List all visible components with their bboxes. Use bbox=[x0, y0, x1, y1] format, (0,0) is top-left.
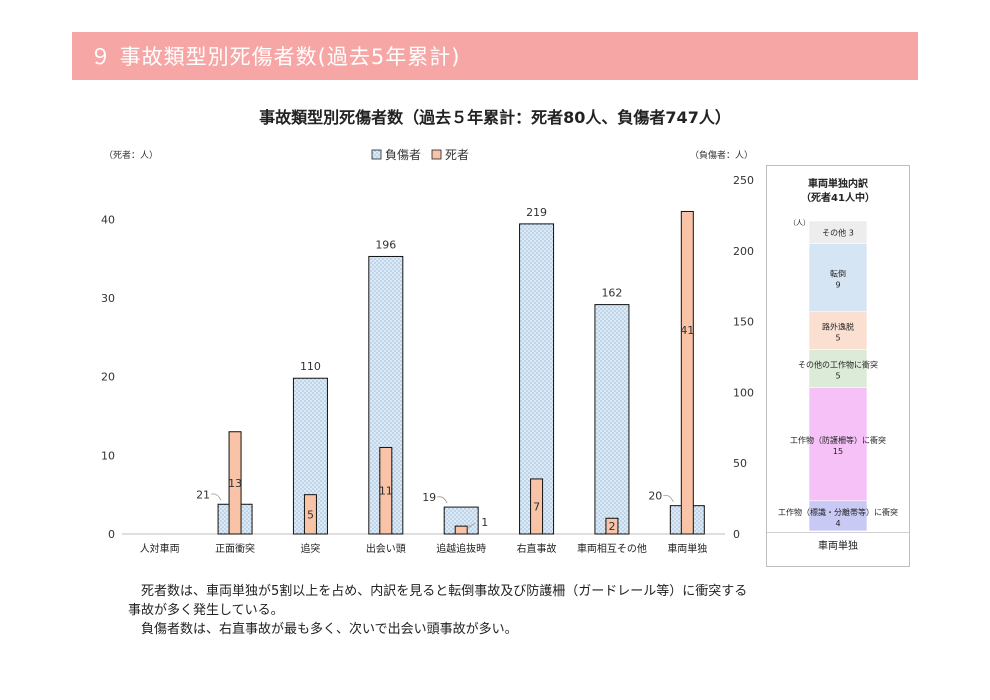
injured-value-label: 21 bbox=[196, 488, 210, 501]
deaths-bar bbox=[303, 494, 317, 535]
breakdown-title-line2: （死者41人中） bbox=[801, 193, 875, 204]
injured-value-label: 110 bbox=[300, 360, 321, 373]
breakdown-segment bbox=[808, 387, 868, 502]
breakdown-segment-value: 4 bbox=[835, 519, 840, 528]
deaths-value-label: 5 bbox=[307, 508, 314, 521]
description-line2: 事故が多く発生している。 bbox=[128, 603, 284, 618]
breakdown-segment bbox=[808, 349, 868, 388]
breakdown-segment-value: 5 bbox=[835, 371, 840, 380]
breakdown-segment bbox=[808, 311, 868, 350]
section-banner: ９ 事故類型別死傷者数(過去5年累計) bbox=[72, 32, 918, 80]
injured-leader-line bbox=[663, 494, 674, 502]
left-axis-unit: （死者：人） bbox=[104, 150, 158, 161]
right-tick-label: 0 bbox=[733, 528, 740, 541]
category-label: 右直事故 bbox=[517, 542, 557, 555]
deaths-bar bbox=[454, 525, 468, 535]
breakdown-segment bbox=[808, 220, 868, 244]
injured-value-label: 162 bbox=[601, 287, 622, 300]
deaths-value-label: 2 bbox=[608, 520, 615, 533]
right-axis-unit: （負傷者：人） bbox=[690, 149, 753, 161]
category-label: 追突 bbox=[300, 542, 320, 555]
legend-swatch-injured bbox=[371, 149, 382, 160]
deaths-bar bbox=[680, 210, 694, 535]
deaths-value-label: 41 bbox=[680, 324, 694, 337]
breakdown-unit: （人） bbox=[789, 219, 810, 227]
category-label: 追越追抜時 bbox=[436, 542, 486, 555]
category-label: 正面衝突 bbox=[215, 542, 255, 555]
right-tick-label: 250 bbox=[733, 174, 754, 187]
legend-label-deaths: 死者 bbox=[445, 148, 469, 162]
breakdown-segment-label: その他 3 bbox=[822, 227, 854, 237]
left-tick-label: 20 bbox=[101, 371, 115, 384]
category-label: 車両単独 bbox=[667, 542, 707, 555]
breakdown-segment-value: 9 bbox=[835, 281, 840, 290]
breakdown-segment-label: 工作物（標識・分離帯等）に衝突 bbox=[778, 507, 898, 517]
description: 死者数は、車両単独が5割以上を占め、内訳を見ると転倒事故及び防護柵（ガードレール… bbox=[128, 582, 888, 639]
right-tick-label: 50 bbox=[733, 457, 747, 470]
breakdown-title: 車両単独内訳 （死者41人中） bbox=[767, 178, 909, 206]
description-line1: 死者数は、車両単独が5割以上を占め、内訳を見ると転倒事故及び防護柵（ガードレール… bbox=[141, 584, 748, 599]
deaths-value-label: 7 bbox=[533, 500, 540, 513]
breakdown-segment-label: 転倒 bbox=[830, 269, 846, 279]
injured-value-label: 19 bbox=[422, 491, 436, 504]
section-title: ９ 事故類型別死傷者数(過去5年累計) bbox=[90, 45, 461, 69]
deaths-bar bbox=[379, 446, 393, 535]
deaths-bar bbox=[605, 517, 619, 535]
breakdown-baseline bbox=[767, 532, 909, 533]
deaths-bar bbox=[228, 431, 242, 535]
injured-bar bbox=[594, 304, 630, 535]
deaths-value-label: 11 bbox=[379, 485, 393, 498]
breakdown-category: 車両単独 bbox=[818, 541, 858, 552]
injured-leader-line bbox=[437, 496, 448, 504]
breakdown-segment-value: 5 bbox=[835, 334, 840, 343]
deaths-value-label: 1 bbox=[481, 516, 488, 529]
chart-title: 事故類型別死傷者数（過去５年累計：死者80人、負傷者747人） bbox=[259, 108, 731, 127]
left-tick-label: 0 bbox=[108, 528, 115, 541]
injured-value-label: 20 bbox=[648, 490, 662, 503]
category-label: 出会い頭 bbox=[366, 542, 406, 555]
category-label: 車両相互その他 bbox=[577, 542, 647, 555]
right-tick-label: 150 bbox=[733, 316, 754, 329]
legend-label-injured: 負傷者 bbox=[385, 147, 421, 162]
breakdown-segment bbox=[808, 243, 868, 313]
injured-leader-line bbox=[210, 493, 222, 501]
breakdown-stack: 工作物（標識・分離帯等）に衝突 4 工作物（防護柵等）に衝突 15 その他の工作物に衝突… bbox=[778, 220, 898, 532]
category-label: 人対車両 bbox=[140, 542, 180, 555]
breakdown-segment-value: 15 bbox=[833, 447, 843, 456]
injured-value-label: 219 bbox=[526, 206, 547, 219]
right-tick-label: 100 bbox=[733, 386, 754, 399]
deaths-value-label: 13 bbox=[228, 477, 242, 490]
deaths-leader-line bbox=[466, 522, 476, 529]
breakdown-panel: 車両単独内訳 （死者41人中） （人） 工作物（標識・分離帯等）に衝突 4 工作物（… bbox=[766, 165, 910, 567]
injured-value-label: 196 bbox=[375, 238, 396, 251]
left-tick-label: 10 bbox=[101, 449, 115, 462]
legend-swatch-deaths bbox=[431, 149, 442, 160]
breakdown-segment-label: 路外逸脱 bbox=[822, 322, 854, 332]
description-line3: 負傷者数は、右直事故が最も多く、次いで出会い頭事故が多い。 bbox=[141, 622, 518, 637]
deaths-bar bbox=[530, 478, 544, 535]
left-tick-label: 40 bbox=[101, 213, 115, 226]
breakdown-title-line1: 車両単独内訳 bbox=[808, 179, 868, 190]
right-tick-label: 200 bbox=[733, 245, 754, 258]
left-tick-label: 30 bbox=[101, 292, 115, 305]
breakdown-segment-label: 工作物（防護柵等）に衝突 bbox=[790, 435, 886, 445]
breakdown-segment-label: その他の工作物に衝突 bbox=[798, 359, 878, 369]
